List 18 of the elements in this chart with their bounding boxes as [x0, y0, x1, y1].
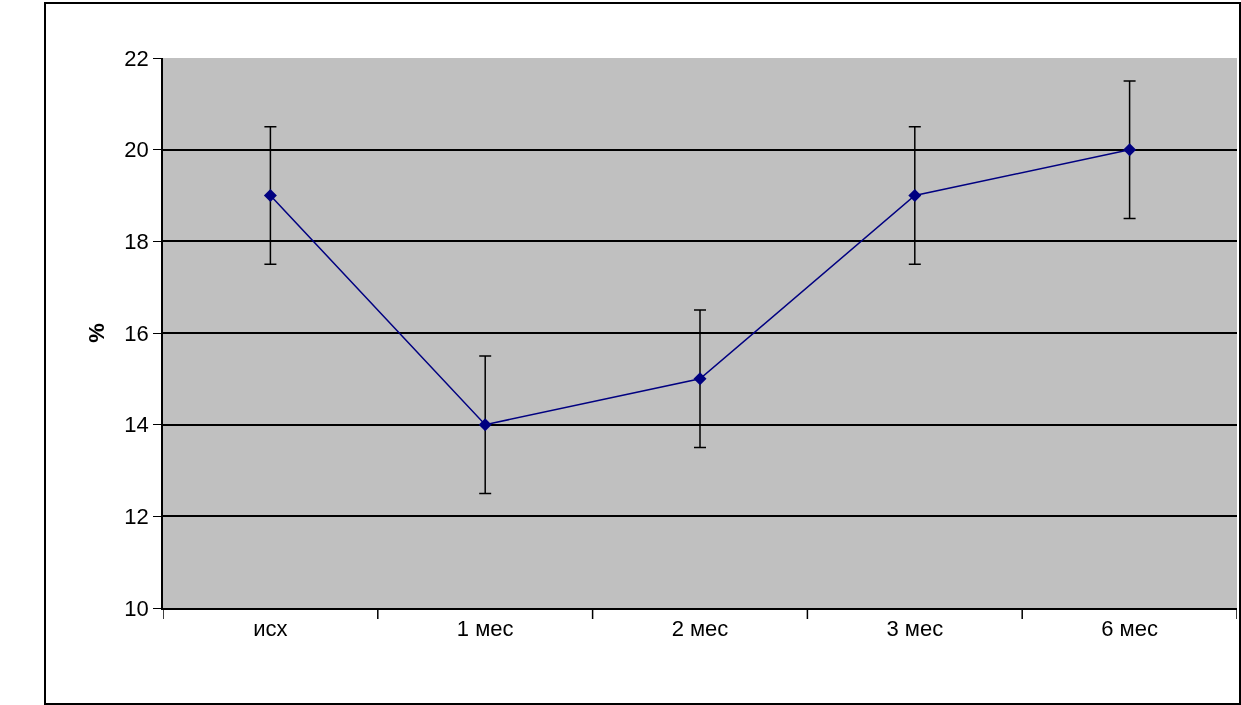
point: [693, 372, 707, 386]
x-tick-label: 2 мес: [671, 616, 729, 642]
x-tick-label: исх: [253, 616, 288, 642]
x-tick-label: 3 мес: [886, 616, 944, 642]
y-tick-label: 10: [124, 595, 149, 621]
y-axis-title: %: [83, 323, 109, 343]
y-tick-label: 14: [124, 412, 149, 438]
point: [478, 418, 492, 432]
y-tick-label: 12: [124, 504, 149, 530]
y-tick-label: 20: [124, 137, 149, 163]
y-tick-label: 18: [124, 229, 149, 255]
x-tick-label: 6 мес: [1101, 616, 1158, 642]
y-tick-label: 16: [124, 320, 149, 346]
point: [263, 189, 277, 202]
point: [908, 189, 922, 202]
point: [1123, 143, 1137, 157]
y-tick-label: 22: [124, 45, 149, 71]
x-tick-label: 1 мес: [456, 616, 514, 642]
